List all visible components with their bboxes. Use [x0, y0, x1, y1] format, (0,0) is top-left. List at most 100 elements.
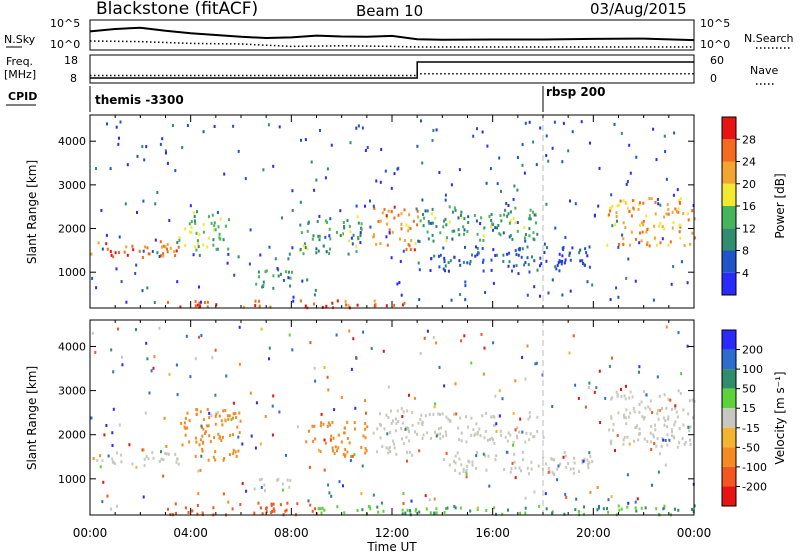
- power-echo-cell: [554, 226, 557, 230]
- power-echo-cell: [486, 144, 489, 148]
- velocity-echo-cell: [337, 446, 340, 450]
- velocity-echo-cell: [472, 428, 475, 432]
- velocity-echo-cell: [446, 506, 449, 510]
- velocity-echo-cell: [447, 417, 450, 421]
- velocity-echo-cell: [494, 458, 497, 462]
- power-echo-cell: [156, 251, 159, 255]
- velocity-echo-cell: [378, 422, 381, 426]
- velocity-echo-cell: [634, 426, 637, 429]
- velocity-echo-cell: [507, 508, 509, 512]
- power-echo-cell: [672, 265, 675, 268]
- velocity-echo-cell: [519, 511, 522, 515]
- velocity-echo-cell: [688, 429, 691, 433]
- power-echo-cell: [615, 215, 618, 218]
- velocity-colorbar-tick-label: -50: [742, 441, 760, 454]
- power-echo-cell: [184, 244, 187, 247]
- velocity-echo-cell: [296, 502, 299, 506]
- velocity-echo-cell: [437, 427, 440, 431]
- velocity-echo-cell: [537, 464, 540, 468]
- velocity-echo-cell: [278, 410, 281, 414]
- velocity-echo-cell: [443, 511, 446, 514]
- power-echo-cell: [222, 238, 225, 242]
- power-echo-cell: [460, 215, 463, 219]
- power-echo-cell: [554, 265, 557, 269]
- velocity-echo-cell: [465, 415, 467, 419]
- power-echo-cell: [359, 231, 362, 235]
- velocity-echo-cell: [658, 452, 661, 456]
- velocity-echo-cell: [429, 436, 432, 440]
- power-echo-cell: [483, 226, 486, 230]
- velocity-echo-cell: [524, 506, 527, 510]
- velocity-echo-cell: [644, 406, 647, 410]
- power-echo-cell: [357, 124, 360, 128]
- power-echo-cell: [360, 222, 363, 226]
- velocity-echo-cell: [213, 436, 216, 440]
- power-echo-cell: [656, 243, 659, 247]
- power-echo-cell: [364, 149, 367, 152]
- velocity-echo-cell: [588, 381, 591, 385]
- power-echo-cell: [313, 188, 316, 192]
- velocity-echo-cell: [219, 435, 221, 439]
- power-echo-cell: [438, 171, 441, 174]
- power-echo-cell: [638, 241, 641, 245]
- velocity-echo-cell: [465, 464, 468, 468]
- velocity-echo-cell: [649, 440, 652, 444]
- power-echo-cell: [302, 244, 305, 248]
- power-echo-cell: [91, 276, 94, 280]
- velocity-echo-cell: [623, 435, 626, 439]
- nsky-tick-bottom: 10^0: [50, 38, 80, 51]
- power-echo-cell: [663, 134, 666, 138]
- velocity-colorbar-cell: [722, 447, 736, 467]
- velocity-echo-cell: [336, 505, 339, 509]
- power-echo-cell: [126, 253, 129, 257]
- power-echo-cell: [350, 236, 353, 240]
- nave-tick-top: 60: [710, 54, 724, 67]
- power-echo-cell: [400, 293, 403, 297]
- velocity-echo-cell: [364, 427, 367, 431]
- velocity-echo-cell: [239, 503, 242, 506]
- power-echo-cell: [547, 291, 550, 295]
- power-echo-cell: [637, 207, 640, 211]
- velocity-echo-cell: [168, 372, 171, 376]
- velocity-echo-cell: [411, 423, 414, 427]
- power-echo-cell: [331, 301, 334, 305]
- velocity-echo-cell: [272, 507, 275, 511]
- power-echo-cell: [146, 286, 149, 290]
- power-echo-cell: [348, 224, 351, 228]
- power-echo-cell: [659, 203, 662, 207]
- velocity-echo-cell: [542, 435, 545, 439]
- power-echo-cell: [141, 289, 144, 293]
- power-echo-cell: [194, 299, 197, 303]
- velocity-echo-cell: [454, 469, 457, 473]
- velocity-echo-cell: [397, 420, 400, 424]
- power-echo-cell: [466, 261, 469, 265]
- power-echo-cell: [678, 201, 681, 204]
- power-echo-cell: [321, 305, 324, 309]
- velocity-echo-cell: [567, 462, 570, 466]
- velocity-echo-cell: [433, 405, 436, 409]
- velocity-echo-cell: [206, 407, 209, 411]
- power-echo-cell: [193, 245, 196, 249]
- velocity-echo-cell: [524, 511, 527, 515]
- velocity-echo-cell: [483, 346, 486, 350]
- power-echo-cell: [259, 253, 262, 257]
- velocity-echo-cell: [160, 457, 163, 461]
- velocity-echo-cell: [552, 472, 555, 476]
- velocity-echo-cell: [514, 379, 517, 383]
- power-echo-cell: [206, 305, 209, 309]
- power-echo-cell: [292, 299, 295, 303]
- power-echo-cell: [95, 286, 98, 290]
- velocity-echo-cell: [665, 325, 668, 329]
- power-echo-cell: [202, 243, 205, 247]
- velocity-echo-cell: [638, 365, 641, 369]
- velocity-echo-cell: [413, 396, 416, 400]
- power-echo-cell: [397, 213, 400, 217]
- power-echo-cell: [199, 304, 202, 308]
- velocity-echo-cell: [524, 377, 527, 381]
- velocity-echo-cell: [402, 502, 405, 505]
- velocity-echo-cell: [639, 431, 641, 435]
- velocity-echo-cell: [206, 424, 209, 428]
- velocity-echo-cell: [545, 507, 548, 511]
